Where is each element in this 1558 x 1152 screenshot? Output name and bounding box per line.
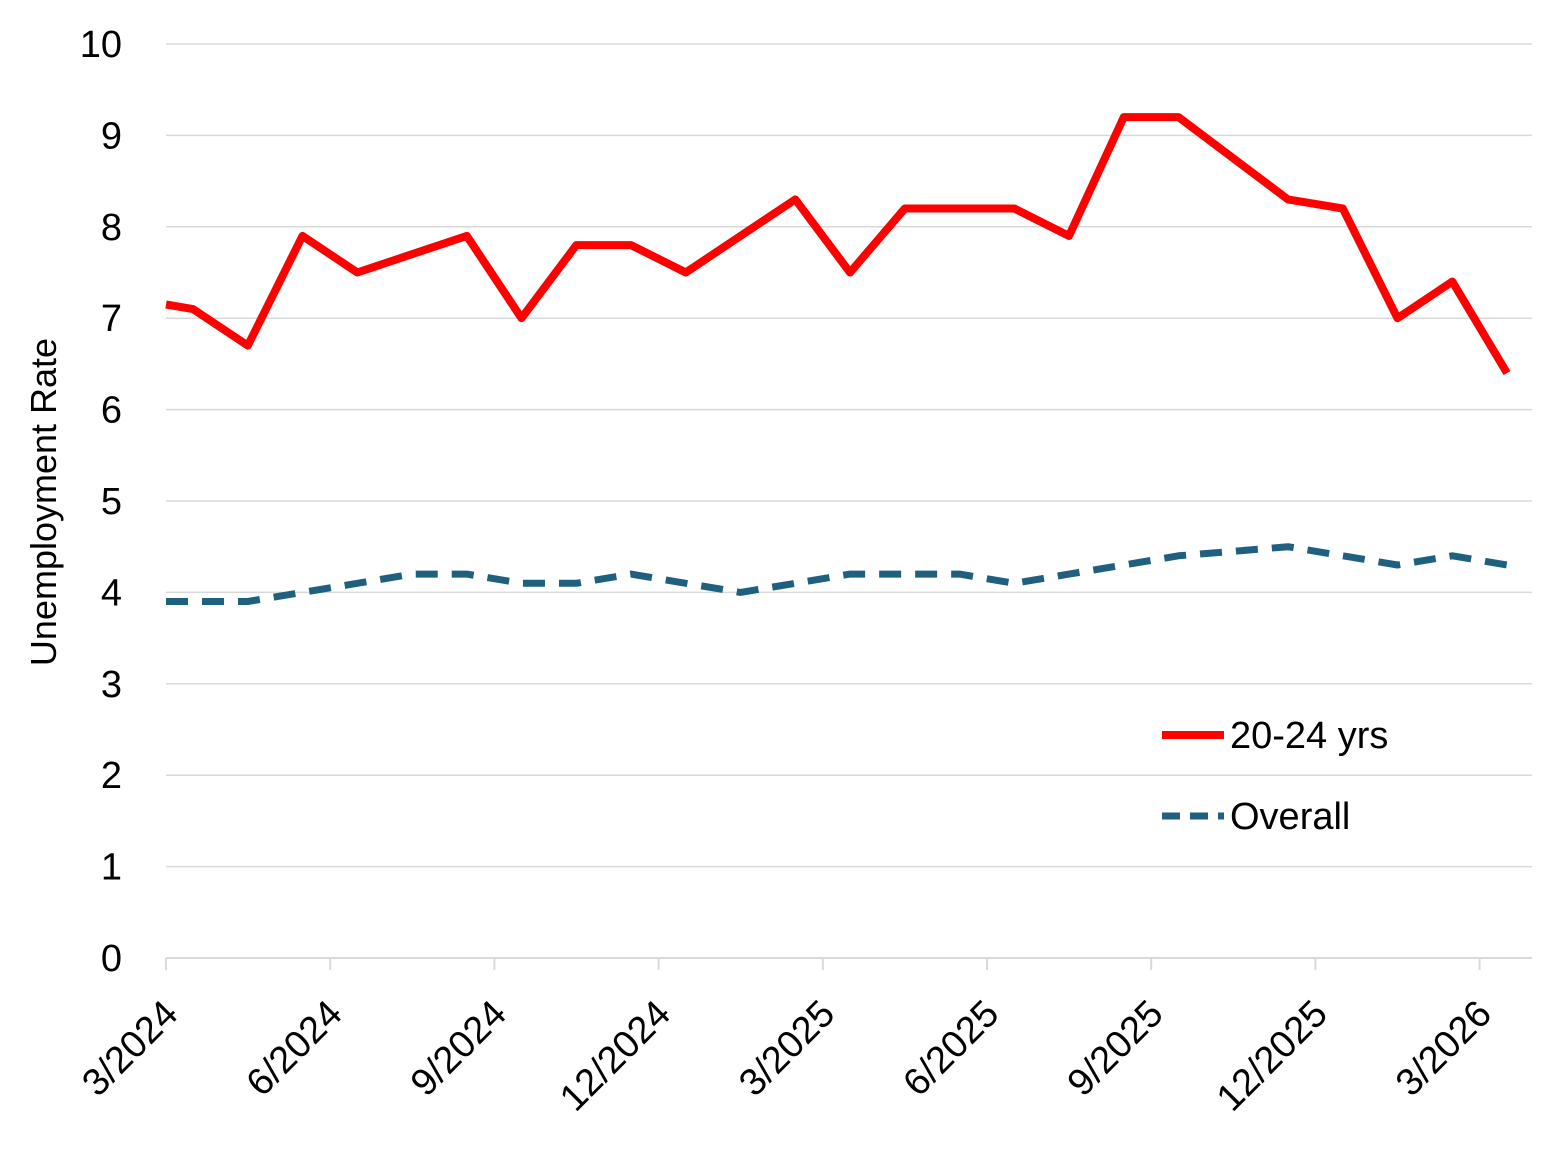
series-line-overall xyxy=(166,543,1508,605)
legend: 20-24 yrs Overall xyxy=(1162,715,1388,838)
x-tick-label: 9/2024 xyxy=(403,993,515,1105)
x-tick-label: 3/2024 xyxy=(74,993,186,1105)
x-tick-label: 6/2024 xyxy=(239,993,351,1105)
y-tick-label: 9 xyxy=(101,115,122,157)
y-tick-label: 8 xyxy=(101,207,122,249)
gridlines xyxy=(166,43,1532,868)
y-tick-label: 0 xyxy=(101,938,122,980)
x-tick-label: 3/2026 xyxy=(1388,993,1500,1105)
y-tick-label: 1 xyxy=(101,847,122,889)
y-tick-label: 10 xyxy=(80,24,122,66)
x-axis: 3/2024 6/2024 9/2024 12/2024 3/2025 6/2025 9/2… xyxy=(74,957,1532,1120)
legend-label: 20-24 yrs xyxy=(1230,715,1388,757)
y-tick-label: 4 xyxy=(101,572,122,614)
x-tick-label: 12/2025 xyxy=(1209,993,1336,1120)
x-tick-label: 9/2025 xyxy=(1060,993,1172,1105)
x-tick-label: 12/2024 xyxy=(552,993,679,1120)
x-tick-label: 3/2025 xyxy=(731,993,843,1105)
legend-label: Overall xyxy=(1230,796,1350,838)
series-line-age-20-24 xyxy=(165,113,1511,376)
y-tick-label: 3 xyxy=(101,664,122,706)
y-axis-ticks: 0 1 2 3 4 5 6 7 8 9 10 xyxy=(80,24,122,980)
y-tick-label: 7 xyxy=(101,298,122,340)
y-axis-title: Unemployment Rate xyxy=(23,338,64,666)
y-tick-label: 6 xyxy=(101,390,122,432)
y-tick-label: 5 xyxy=(101,481,122,523)
x-tick-label: 6/2025 xyxy=(895,993,1007,1105)
series-lines xyxy=(165,113,1511,605)
y-tick-label: 2 xyxy=(101,755,122,797)
